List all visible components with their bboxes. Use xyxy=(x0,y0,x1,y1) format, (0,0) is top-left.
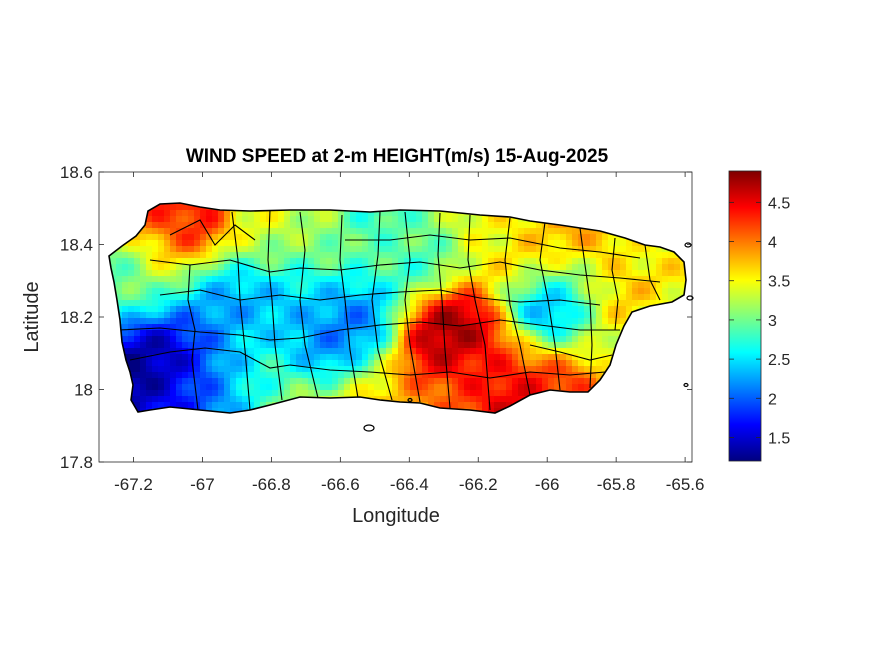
y-tick-label: 18 xyxy=(74,381,93,400)
x-tick-label: -66.4 xyxy=(390,475,429,494)
colorbar-tick-label: 3 xyxy=(768,313,777,330)
x-tick-label: -66 xyxy=(535,475,560,494)
x-tick-label: -65.8 xyxy=(597,475,636,494)
x-tick-label: -67.2 xyxy=(114,475,153,494)
colorbar-tick-label: 2.5 xyxy=(768,352,790,369)
offshore-islets xyxy=(363,242,694,432)
y-axis-label: Latitude xyxy=(21,281,43,352)
y-tick-label: 18.6 xyxy=(60,163,93,182)
colorbar-tick-label: 4.5 xyxy=(768,195,790,212)
x-axis-ticks: -67.2 -67 -66.8 -66.6 -66.4 -66.2 -66 -65.8 -65.… xyxy=(114,172,704,494)
y-tick-label: 18.4 xyxy=(60,236,93,255)
y-tick-label: 17.8 xyxy=(60,453,93,472)
colorbar-ticks: 1.5 2 2.5 3 3.5 4 4.5 xyxy=(729,195,790,447)
x-tick-label: -65.6 xyxy=(666,475,705,494)
y-axis-ticks: 17.8 18 18.2 18.4 18.6 xyxy=(60,163,692,472)
colorbar-tick-label: 4 xyxy=(768,235,777,252)
colorbar-tick-label: 3.5 xyxy=(768,274,790,291)
municipality-boundaries xyxy=(117,209,661,411)
x-axis-label: Longitude xyxy=(352,505,440,527)
x-tick-label: -66.8 xyxy=(252,475,291,494)
y-tick-label: 18.2 xyxy=(60,308,93,327)
chart-title: WIND SPEED at 2-m HEIGHT(m/s) 15-Aug-202… xyxy=(186,146,609,167)
x-tick-label: -66.2 xyxy=(459,475,498,494)
colorbar-tick-label: 1.5 xyxy=(768,430,790,447)
x-tick-label: -66.6 xyxy=(321,475,360,494)
colorbar xyxy=(728,170,762,462)
x-tick-label: -67 xyxy=(190,475,215,494)
colorbar-tick-label: 2 xyxy=(768,391,777,408)
